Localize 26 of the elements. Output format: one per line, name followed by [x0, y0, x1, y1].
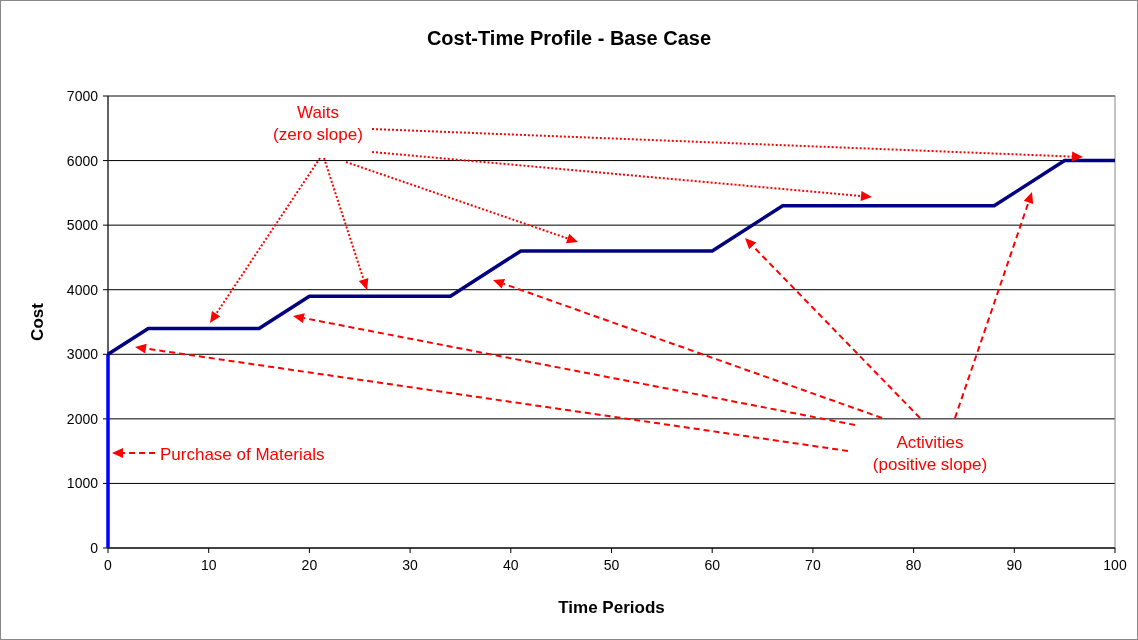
y-axis-title: Cost: [28, 302, 47, 341]
y-tick-label: 6000: [66, 152, 99, 169]
y-tick-label: 0: [90, 540, 99, 556]
x-tick-label: 0: [104, 557, 113, 573]
x-tick-label: 100: [1103, 557, 1127, 573]
x-tick-label: 60: [704, 557, 721, 573]
y-tick-label: 1000: [66, 475, 99, 492]
annotation: Activities (positive slope): [872, 433, 988, 474]
x-tick-label: 30: [402, 557, 419, 573]
annotation: Waits (zero slope): [273, 103, 363, 144]
chart-title: Cost-Time Profile - Base Case: [426, 27, 712, 49]
annotation: Purchase of Materials: [160, 445, 325, 464]
y-tick-label: 2000: [66, 410, 99, 427]
x-tick-label: 40: [503, 557, 519, 573]
x-tick-label: 80: [905, 557, 922, 573]
x-axis-title: Time Periods: [558, 598, 665, 617]
y-tick-label: 7000: [66, 88, 99, 104]
y-tick-label: 4000: [66, 281, 99, 298]
x-tick-label: 20: [301, 557, 318, 573]
x-tick-label: 50: [603, 557, 620, 573]
y-tick-label: 5000: [66, 217, 99, 234]
x-tick-label: 10: [200, 557, 217, 573]
x-tick-label: 70: [805, 557, 821, 573]
x-tick-label: 90: [1006, 557, 1023, 573]
line-series: [106, 158, 1117, 357]
y-tick-label: 3000: [66, 346, 99, 363]
